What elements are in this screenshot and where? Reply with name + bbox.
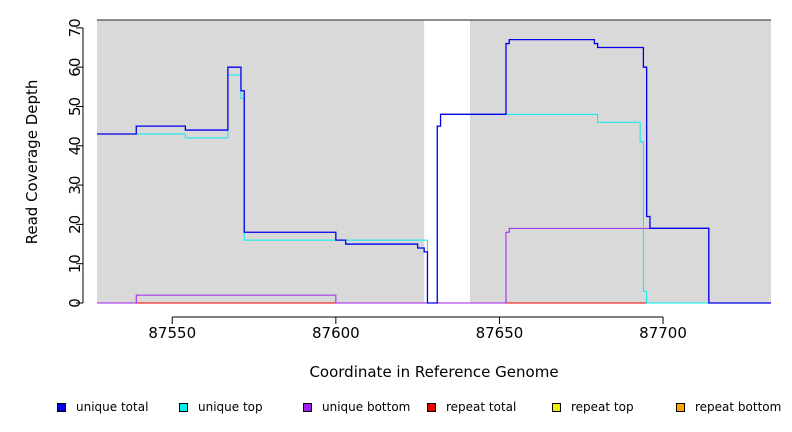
y-tick-label: 50 [66, 97, 84, 116]
legend-item: repeat top [552, 400, 634, 414]
x-tick-label: 87550 [148, 324, 196, 342]
legend-label: unique bottom [322, 400, 411, 414]
legend: unique total unique top unique bottom repea… [0, 400, 792, 420]
y-tick-label: 40 [66, 136, 84, 155]
y-tick-label: 20 [66, 215, 84, 234]
y-tick-label: 10 [66, 254, 84, 273]
shaded-region-1 [97, 20, 425, 303]
x-axis-title: Coordinate in Reference Genome [309, 363, 558, 381]
coverage-chart: 0 10 20 30 40 50 60 70 87550 87600 87650 87700 Coor… [23, 18, 771, 381]
legend-swatch [552, 402, 561, 412]
legend-swatch [179, 402, 188, 412]
legend-label: repeat bottom [695, 400, 782, 414]
y-tick-label: 0 [66, 298, 84, 308]
series-line-unique-total [97, 39, 771, 304]
legend-swatch [427, 402, 436, 412]
x-tick-label: 87700 [639, 324, 687, 342]
legend-item: repeat total [427, 400, 516, 414]
y-tick-label: 30 [66, 176, 84, 195]
x-tick-label: 87600 [312, 324, 360, 342]
series-lines [97, 39, 771, 304]
x-tick-label: 87650 [476, 324, 524, 342]
legend-label: repeat total [446, 400, 517, 414]
shaded-regions [97, 19, 771, 303]
y-axis-title: Read Coverage Depth [23, 80, 41, 245]
legend-swatch [303, 402, 312, 412]
legend-swatch [676, 402, 685, 412]
y-tick-label: 60 [66, 58, 84, 77]
legend-item: unique total [57, 400, 148, 414]
legend-item: unique top [179, 400, 263, 414]
legend-label: unique total [76, 400, 149, 414]
legend-item: repeat bottom [676, 400, 781, 414]
shaded-region-2 [469, 20, 771, 303]
legend-item: unique bottom [303, 400, 410, 414]
y-tick-label: 70 [66, 18, 84, 37]
legend-label: unique top [198, 400, 263, 414]
legend-label: repeat top [571, 400, 634, 414]
axes: 0 10 20 30 40 50 60 70 87550 87600 87650 87700 [66, 18, 687, 342]
legend-swatch [57, 402, 66, 412]
